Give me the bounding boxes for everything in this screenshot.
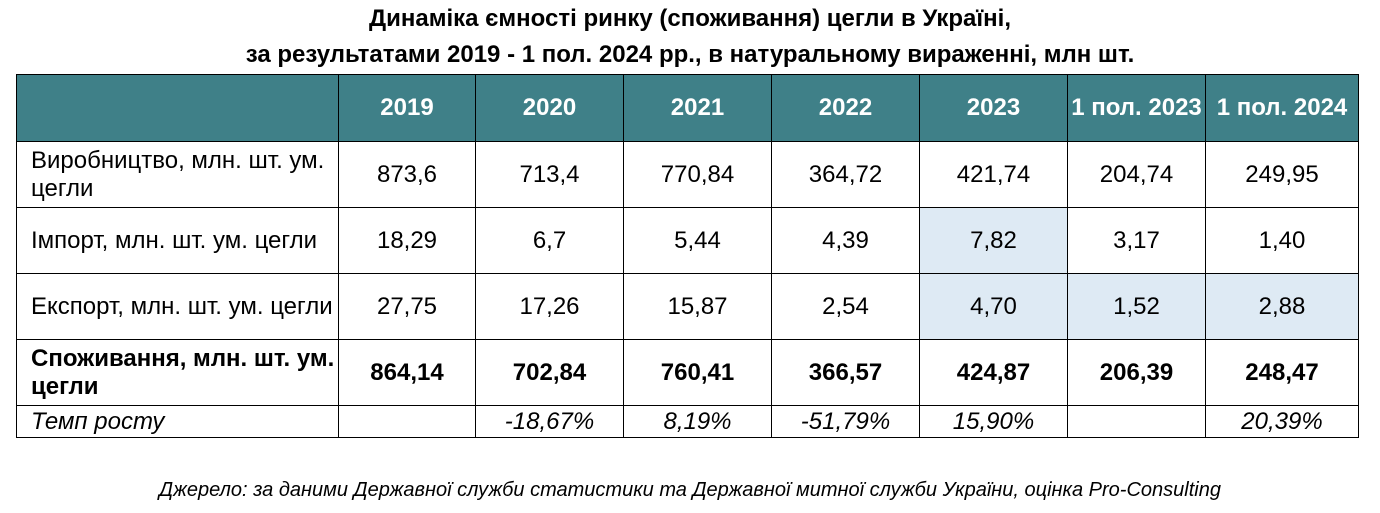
table-title-line-1: Динаміка ємності ринку (споживання) цегл…	[369, 5, 1011, 32]
table-cell-highlighted: 4,70	[919, 273, 1068, 340]
table-cell: 20,39%	[1205, 405, 1359, 438]
table-cell-highlighted: 1,52	[1067, 273, 1206, 340]
table-cell: 864,14	[338, 339, 476, 406]
table-cell: 760,41	[623, 339, 772, 406]
table-row-growth-rate: Темп росту -18,67% 8,19% -51,79% 15,90% …	[16, 405, 1359, 438]
table-cell: 18,29	[338, 207, 476, 274]
table-cell: 27,75	[338, 273, 476, 340]
table-cell	[338, 405, 476, 438]
table-cell: 713,4	[475, 141, 624, 208]
table-cell: 15,90%	[919, 405, 1068, 438]
row-label: Темп росту	[16, 405, 339, 438]
header-row: 2019 2020 2021 2022 2023 1 пол. 2023 1 п…	[16, 74, 1359, 142]
table-row-export: Експорт, млн. шт. ум. цегли 27,75 17,26 …	[16, 273, 1359, 340]
table-cell: 1,40	[1205, 207, 1359, 274]
table-cell: 17,26	[475, 273, 624, 340]
table-cell: 204,74	[1067, 141, 1206, 208]
table-cell: 15,87	[623, 273, 772, 340]
header-cell-2023: 2023	[919, 74, 1068, 142]
table-cell-highlighted: 7,82	[919, 207, 1068, 274]
table-cell: 249,95	[1205, 141, 1359, 208]
table-cell	[1067, 405, 1206, 438]
row-label: Імпорт, млн. шт. ум. цегли	[16, 207, 339, 274]
source-note: Джерело: за даними Державної служби стат…	[159, 479, 1221, 501]
table-row-import: Імпорт, млн. шт. ум. цегли 18,29 6,7 5,4…	[16, 207, 1359, 274]
table-cell: 2,54	[771, 273, 920, 340]
header-cell-h1-2023: 1 пол. 2023	[1067, 74, 1206, 142]
table-cell-highlighted: 2,88	[1205, 273, 1359, 340]
table-cell: 6,7	[475, 207, 624, 274]
table-cell: -18,67%	[475, 405, 624, 438]
header-cell-label	[16, 74, 339, 142]
table-cell: 206,39	[1067, 339, 1206, 406]
header-cell-2019: 2019	[338, 74, 476, 142]
row-label: Споживання, млн. шт. ум. цегли	[16, 339, 339, 406]
table-row-production: Виробництво, млн. шт. ум. цегли 873,6 71…	[16, 141, 1359, 208]
table-cell: 3,17	[1067, 207, 1206, 274]
row-label: Виробництво, млн. шт. ум. цегли	[16, 141, 339, 208]
table-title-line-2: за результатами 2019 - 1 пол. 2024 рр., …	[245, 41, 1135, 68]
table-cell: 366,57	[771, 339, 920, 406]
table-cell: 8,19%	[623, 405, 772, 438]
table-cell: 770,84	[623, 141, 772, 208]
table-cell: 421,74	[919, 141, 1068, 208]
table-cell: 4,39	[771, 207, 920, 274]
table-cell: 702,84	[475, 339, 624, 406]
table-cell: 424,87	[919, 339, 1068, 406]
table-cell: 364,72	[771, 141, 920, 208]
table-row-consumption: Споживання, млн. шт. ум. цегли 864,14 70…	[16, 339, 1359, 406]
table-cell: 248,47	[1205, 339, 1359, 406]
header-cell-h1-2024: 1 пол. 2024	[1205, 74, 1359, 142]
row-label: Експорт, млн. шт. ум. цегли	[16, 273, 339, 340]
header-cell-2022: 2022	[771, 74, 920, 142]
table-cell: -51,79%	[771, 405, 920, 438]
header-cell-2021: 2021	[623, 74, 772, 142]
brick-market-table: 2019 2020 2021 2022 2023 1 пол. 2023 1 п…	[16, 74, 1359, 438]
table-cell: 873,6	[338, 141, 476, 208]
table-cell: 5,44	[623, 207, 772, 274]
header-cell-2020: 2020	[475, 74, 624, 142]
